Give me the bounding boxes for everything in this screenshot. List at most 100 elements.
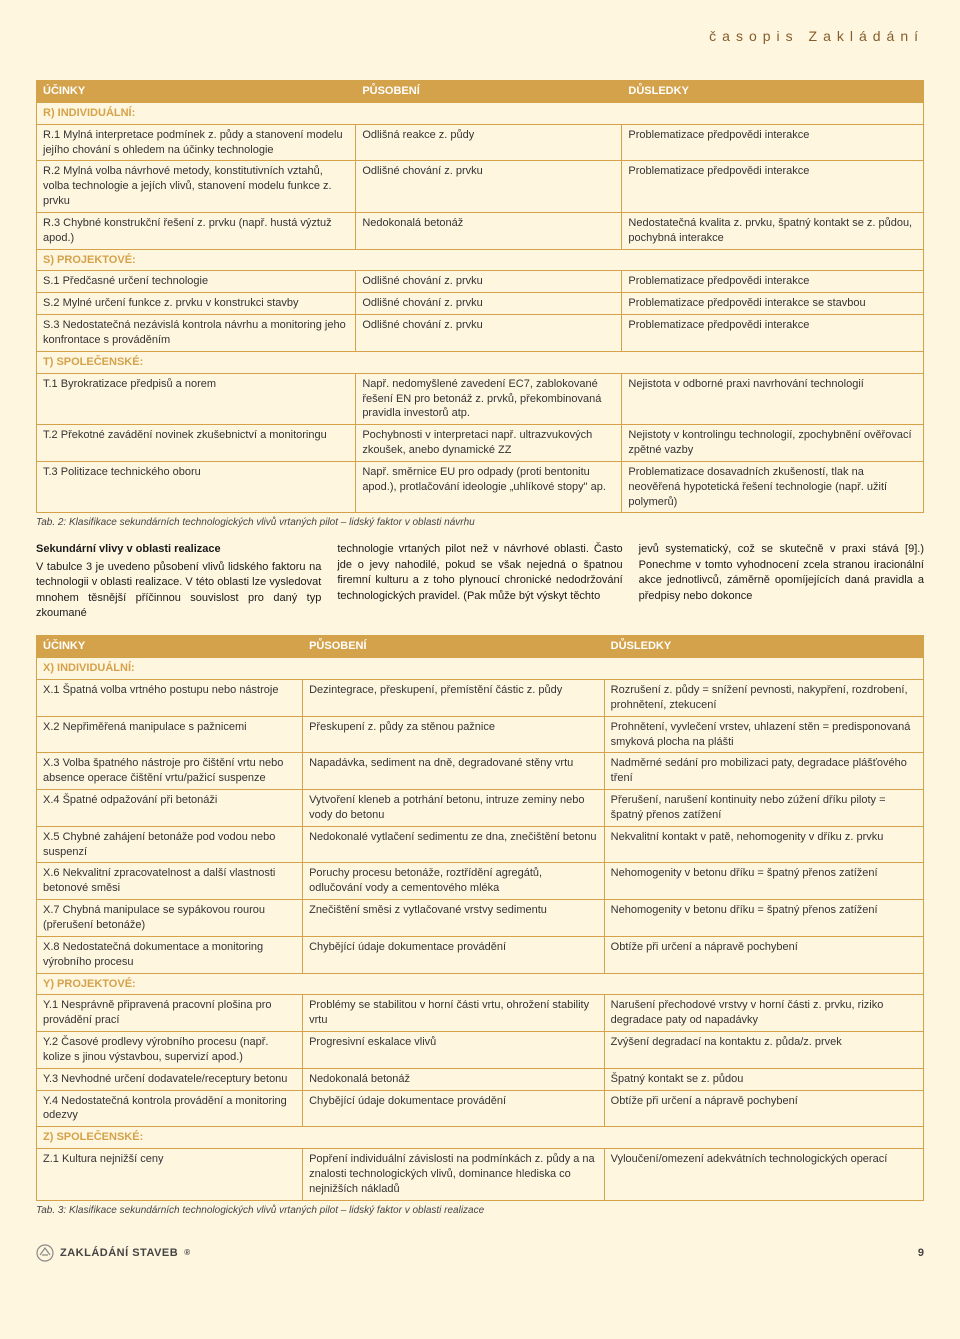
col-header-effects: ÚČINKY: [37, 636, 303, 658]
table-row: R.3 Chybné konstrukční řešení z. prvku (…: [37, 212, 924, 249]
table-row: S.1 Předčasné určení technologieOdlišné …: [37, 271, 924, 293]
table-cell: Vyloučení/omezení adekvátních technologi…: [604, 1149, 923, 1201]
table-header-row: ÚČINKY PŮSOBENÍ DŮSLEDKY: [37, 81, 924, 103]
table-cell: Nedokonalá betonáž: [303, 1068, 605, 1090]
table-cell: Přerušení, narušení kontinuity nebo zúže…: [604, 790, 923, 827]
journal-title: časopis Zakládání: [36, 28, 924, 44]
prose-text-3: jevů systematický, což se skutečně v pra…: [639, 543, 924, 601]
table-cell: X.5 Chybné zahájení betonáže pod vodou n…: [37, 826, 303, 863]
table-row: X.8 Nedostatečná dokumentace a monitorin…: [37, 936, 924, 973]
table-cell: Např. směrnice EU pro odpady (proti bent…: [356, 461, 622, 513]
brand-icon: [36, 1244, 54, 1262]
table-cell: Odlišná reakce z. půdy: [356, 124, 622, 161]
table-row: X.5 Chybné zahájení betonáže pod vodou n…: [37, 826, 924, 863]
table-cell: Prohnětení, vyvlečení vrstev, uhlazení s…: [604, 716, 923, 753]
table-row: T.3 Politizace technického oboruNapř. sm…: [37, 461, 924, 513]
prose-text-1: V tabulce 3 je uvedeno působení vlivů li…: [36, 561, 321, 619]
table-cell: Z.1 Kultura nejnižší ceny: [37, 1149, 303, 1201]
footer-brand-text: ZAKLÁDÁNÍ STAVEB: [60, 1247, 178, 1259]
table-row: X.6 Nekvalitní zpracovatelnost a další v…: [37, 863, 924, 900]
prose-block: Sekundární vlivy v oblasti realizace V t…: [36, 542, 924, 621]
table-cell: Y.1 Nesprávně připravená pracovní plošin…: [37, 995, 303, 1032]
table-cell: Y.4 Nedostatečná kontrola provádění a mo…: [37, 1090, 303, 1127]
table-cell: Odlišné chování z. prvku: [356, 315, 622, 352]
table-section-row: Y) PROJEKTOVÉ:: [37, 973, 924, 995]
table-cell: Problematizace předpovědi interakce: [622, 161, 924, 213]
table-row: T.2 Překotné zavádění novinek zkušebnict…: [37, 425, 924, 462]
table-cell: Napadávka, sediment na dně, degradované …: [303, 753, 605, 790]
table-cell: Chybějící údaje dokumentace provádění: [303, 936, 605, 973]
table-cell: X.4 Špatné odpažování při betonáži: [37, 790, 303, 827]
prose-text-2: technologie vrtaných pilot než v návrhov…: [337, 543, 622, 601]
footer-brand: ZAKLÁDÁNÍ STAVEB®: [36, 1244, 191, 1262]
table-cell: Problematizace předpovědi interakce: [622, 315, 924, 352]
section-label: Z) SPOLEČENSKÉ:: [37, 1127, 924, 1149]
table-cell: Nedokonalá betonáž: [356, 212, 622, 249]
section-label: T) SPOLEČENSKÉ:: [37, 351, 924, 373]
table-cell: Progresivní eskalace vlivů: [303, 1032, 605, 1069]
table-cell: Zvýšení degradací na kontaktu z. půda/z.…: [604, 1032, 923, 1069]
table-cell: Rozrušení z. půdy = snížení pevnosti, na…: [604, 680, 923, 717]
page-footer: ZAKLÁDÁNÍ STAVEB® 9: [36, 1244, 924, 1262]
table-section-row: X) INDIVIDUÁLNÍ:: [37, 658, 924, 680]
table-cell: Problémy se stabilitou v horní části vrt…: [303, 995, 605, 1032]
table-cell: Nedostatečná kvalita z. prvku, špatný ko…: [622, 212, 924, 249]
table-cell: Narušení přechodové vrstvy v horní části…: [604, 995, 923, 1032]
section-label: R) INDIVIDUÁLNÍ:: [37, 102, 924, 124]
table-cell: Problematizace předpovědi interakce: [622, 124, 924, 161]
section-label: S) PROJEKTOVÉ:: [37, 249, 924, 271]
table-cell: X.2 Nepřiměřená manipulace s pažnicemi: [37, 716, 303, 753]
table-row: S.2 Mylné určení funkce z. prvku v konst…: [37, 293, 924, 315]
table-row: R.2 Mylná volba návrhové metody, konstit…: [37, 161, 924, 213]
prose-col-1: Sekundární vlivy v oblasti realizace V t…: [36, 542, 321, 621]
table-cell: S.1 Předčasné určení technologie: [37, 271, 356, 293]
prose-heading: Sekundární vlivy v oblasti realizace: [36, 542, 321, 557]
table-cell: Problematizace předpovědi interakce: [622, 271, 924, 293]
table-cell: Přeskupení z. půdy za stěnou pažnice: [303, 716, 605, 753]
table-cell: R.2 Mylná volba návrhové metody, konstit…: [37, 161, 356, 213]
table-cell: Nehomogenity v betonu dříku = špatný pře…: [604, 863, 923, 900]
table-section-row: S) PROJEKTOVÉ:: [37, 249, 924, 271]
table-cell: Y.3 Nevhodné určení dodavatele/receptury…: [37, 1068, 303, 1090]
table-cell: Špatný kontakt se z. půdou: [604, 1068, 923, 1090]
table-cell: T.2 Překotné zavádění novinek zkušebnict…: [37, 425, 356, 462]
table-cell: Nedokonalé vytlačení sedimentu ze dna, z…: [303, 826, 605, 863]
table-cell: Pochybnosti v interpretaci např. ultrazv…: [356, 425, 622, 462]
table-classification-realization: ÚČINKY PŮSOBENÍ DŮSLEDKY X) INDIVIDUÁLNÍ…: [36, 635, 924, 1200]
table-row: T.1 Byrokratizace předpisů a noremNapř. …: [37, 373, 924, 425]
section-label: X) INDIVIDUÁLNÍ:: [37, 658, 924, 680]
table-cell: Problematizace dosavadních zkušeností, t…: [622, 461, 924, 513]
table-cell: Znečištění směsi z vytlačované vrstvy se…: [303, 900, 605, 937]
table-cell: X.6 Nekvalitní zpracovatelnost a další v…: [37, 863, 303, 900]
col-header-consequences: DŮSLEDKY: [622, 81, 924, 103]
page-container: časopis Zakládání ÚČINKY PŮSOBENÍ DŮSLED…: [0, 0, 960, 1339]
table-section-row: T) SPOLEČENSKÉ:: [37, 351, 924, 373]
table-cell: X.7 Chybná manipulace se sypákovou rouro…: [37, 900, 303, 937]
table-cell: Nekvalitní kontakt v patě, nehomogenity …: [604, 826, 923, 863]
table-section-row: Z) SPOLEČENSKÉ:: [37, 1127, 924, 1149]
page-number: 9: [918, 1247, 924, 1259]
table-cell: T.3 Politizace technického oboru: [37, 461, 356, 513]
table-cell: Chybějící údaje dokumentace provádění: [303, 1090, 605, 1127]
table-cell: Např. nedomyšlené zavedení EC7, zablokov…: [356, 373, 622, 425]
section-label: Y) PROJEKTOVÉ:: [37, 973, 924, 995]
table-cell: Nejistota v odborné praxi navrhování tec…: [622, 373, 924, 425]
prose-col-2: technologie vrtaných pilot než v návrhov…: [337, 542, 622, 621]
table-caption-2: Tab. 3: Klasifikace sekundárních technol…: [36, 1205, 924, 1216]
table-row: X.2 Nepřiměřená manipulace s pažnicemiPř…: [37, 716, 924, 753]
table-row: Y.3 Nevhodné určení dodavatele/receptury…: [37, 1068, 924, 1090]
table-cell: Obtíže při určení a nápravě pochybení: [604, 1090, 923, 1127]
table-cell: Nejistoty v kontrolingu technologií, zpo…: [622, 425, 924, 462]
table-row: Y.2 Časové prodlevy výrobního procesu (n…: [37, 1032, 924, 1069]
table-header-row: ÚČINKY PŮSOBENÍ DŮSLEDKY: [37, 636, 924, 658]
table-classification-design: ÚČINKY PŮSOBENÍ DŮSLEDKY R) INDIVIDUÁLNÍ…: [36, 80, 924, 513]
table-row: Y.1 Nesprávně připravená pracovní plošin…: [37, 995, 924, 1032]
col-header-action: PŮSOBENÍ: [356, 81, 622, 103]
col-header-consequences: DŮSLEDKY: [604, 636, 923, 658]
table-cell: Nadměrné sedání pro mobilizaci paty, deg…: [604, 753, 923, 790]
table-cell: X.3 Volba špatného nástroje pro čištění …: [37, 753, 303, 790]
col-header-action: PŮSOBENÍ: [303, 636, 605, 658]
table-caption-1: Tab. 2: Klasifikace sekundárních technol…: [36, 517, 924, 528]
table-row: X.1 Špatná volba vrtného postupu nebo ná…: [37, 680, 924, 717]
table-cell: Odlišné chování z. prvku: [356, 271, 622, 293]
